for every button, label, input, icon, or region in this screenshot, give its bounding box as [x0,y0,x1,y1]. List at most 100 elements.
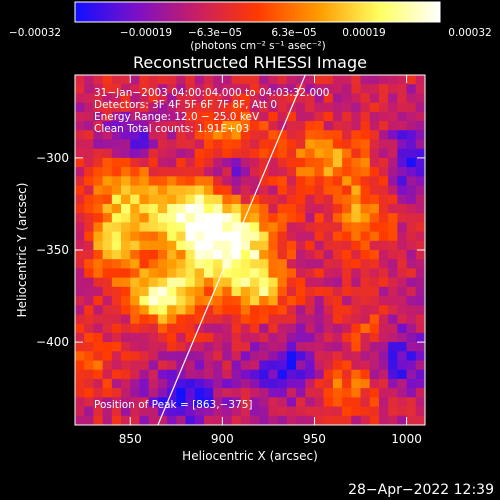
heatmap-cell [130,369,141,380]
heatmap-cell [369,397,380,408]
heatmap-cell [388,213,398,223]
heatmap-cell [415,406,425,417]
heatmap-cell [342,130,352,141]
heatmap-cell [167,139,177,150]
heatmap-cell [388,286,398,297]
heatmap-cell [240,121,251,131]
heatmap-cell [203,222,214,233]
heatmap-cell [342,167,352,177]
heatmap-cell [351,222,362,233]
heatmap-cell [286,167,297,177]
heatmap-cell [194,378,205,389]
heatmap-cell [84,259,95,270]
heatmap-cell [369,176,380,187]
heatmap-cell [139,213,150,223]
heatmap-cell [268,167,279,177]
heatmap-cell [111,231,122,242]
heatmap-cell [148,240,159,251]
heatmap-cell [305,231,316,242]
heatmap-cell [378,286,389,297]
heatmap-cell [323,388,334,398]
heatmap-cell [332,332,343,343]
annotation-line: 31−Jan−2003 04:00:04.000 to 04:03:32.000 [94,87,330,99]
heatmap-cell [194,93,205,104]
heatmap-cell [351,323,362,334]
heatmap-cell [75,259,85,270]
heatmap-cell [111,286,122,297]
heatmap-cell [185,213,196,223]
heatmap-cell [277,194,288,205]
heatmap-cell [139,314,150,325]
heatmap-cell [176,148,187,159]
heatmap-cell [102,111,113,122]
heatmap-cell [286,259,297,270]
heatmap-cell [250,176,260,187]
heatmap-cell [388,240,398,251]
heatmap-cell [323,93,334,104]
heatmap-cell [139,397,150,408]
heatmap-cell [130,388,141,398]
heatmap-cell [397,296,408,306]
heatmap-cell [121,296,131,306]
heatmap-cell [203,176,214,187]
heatmap-cell [167,167,177,177]
heatmap-cell [296,259,306,270]
heatmap-cell [222,406,233,417]
heatmap-cell [397,213,408,223]
heatmap-cell [305,250,316,260]
heatmap-cell [259,296,270,306]
heatmap-cell [213,111,223,122]
heatmap-cell [277,277,288,288]
heatmap-cell [75,406,85,417]
heatmap-cell [250,369,260,380]
heatmap-cell [222,296,233,306]
heatmap-cell [240,369,251,380]
heatmap-cell [351,268,362,279]
heatmap-cell [323,268,334,279]
heatmap-cell [397,406,408,417]
heatmap-cell [203,332,214,343]
heatmap-cell [157,93,168,104]
heatmap-cell [75,203,85,214]
heatmap-cell [102,84,113,95]
heatmap-cell [157,84,168,95]
heatmap-cell [240,342,251,352]
heatmap-cell [157,157,168,168]
heatmap-cell [250,121,260,131]
heatmap-cell [111,203,122,214]
heatmap-cell [93,351,104,362]
heatmap-cell [351,231,362,242]
heatmap-cell [305,203,316,214]
heatmap-cell [139,378,150,389]
heatmap-cell [121,415,131,425]
heatmap-cell [139,250,150,260]
heatmap-cell [231,305,242,316]
heatmap-cell [259,93,270,104]
heatmap-cell [102,369,113,380]
heatmap-cell [139,93,150,104]
heatmap-cell [102,332,113,343]
heatmap-cell [378,194,389,205]
heatmap-cell [231,185,242,196]
heatmap-cell [203,286,214,297]
heatmap-cell [277,240,288,251]
heatmap-cell [259,213,270,223]
heatmap-cell [360,360,371,371]
heatmap-cell [167,213,177,223]
heatmap-cell [268,176,279,187]
heatmap-cell [93,222,104,233]
heatmap-cell [111,93,122,104]
heatmap-cell [240,203,251,214]
heatmap-cell [176,176,187,187]
heatmap-cell [360,415,371,425]
heatmap-cell [305,194,316,205]
heatmap-cell [388,378,398,389]
heatmap-cell [342,305,352,316]
heatmap-cell [203,75,214,85]
heatmap-cell [378,369,389,380]
heatmap-cell [121,130,131,141]
heatmap-cell [130,213,141,223]
heatmap-cell [378,296,389,306]
heatmap-cell [296,148,306,159]
heatmap-cell [342,139,352,150]
